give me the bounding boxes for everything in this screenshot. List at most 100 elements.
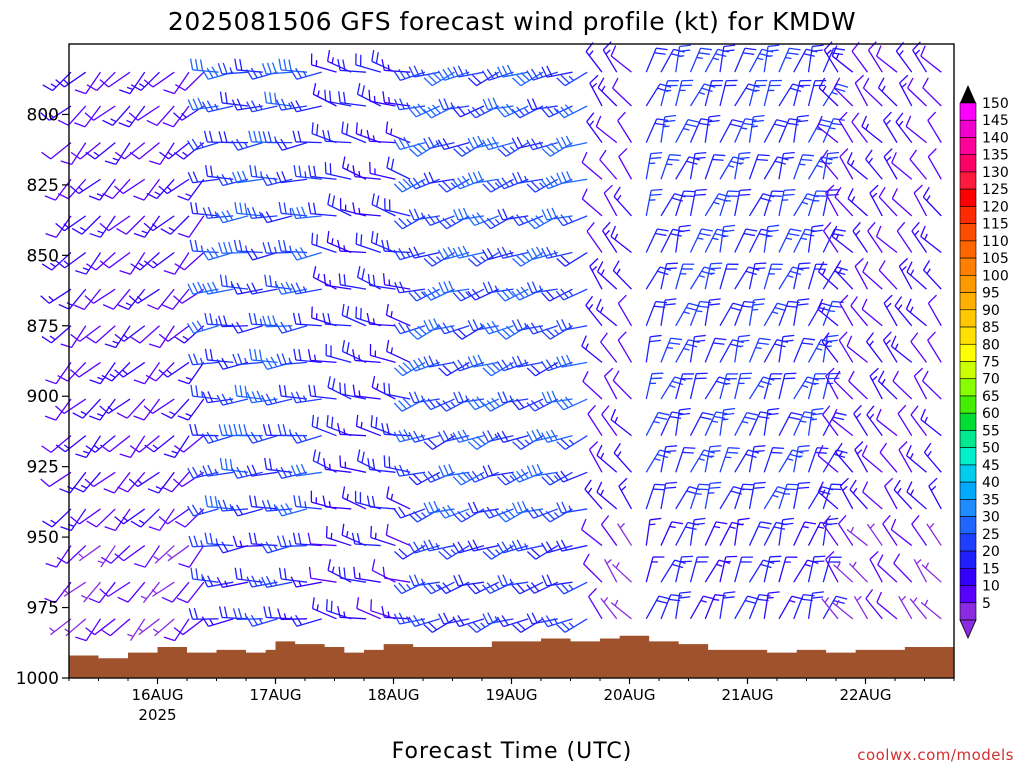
barb-full <box>423 624 433 633</box>
barb-half <box>273 246 277 254</box>
colorbar-swatch <box>959 326 977 345</box>
barb-full <box>545 105 554 116</box>
barb-full <box>427 74 437 84</box>
barb-full <box>149 160 161 166</box>
wind-barb <box>366 129 396 144</box>
barb-half <box>836 562 841 569</box>
barb-full <box>114 333 125 342</box>
wind-barb <box>369 344 396 364</box>
barb-full <box>187 323 195 334</box>
wind-barb <box>719 555 738 583</box>
barb-half <box>138 519 145 525</box>
barb-full <box>467 472 476 483</box>
wind-barb <box>877 77 898 107</box>
barb-half <box>67 485 74 490</box>
wind-barb <box>246 282 278 295</box>
wind-barb <box>149 142 175 166</box>
wind-barb <box>822 515 839 546</box>
barb-full <box>241 170 248 182</box>
barb-half <box>568 584 574 590</box>
wind-barb <box>481 68 514 81</box>
barb-full <box>742 305 754 308</box>
barb-half <box>214 468 219 475</box>
barb-half <box>826 49 832 55</box>
barb-full <box>754 481 766 485</box>
barb-staff <box>861 308 883 327</box>
barb-full <box>693 339 706 343</box>
barb-half <box>926 195 931 201</box>
barb-half <box>828 310 836 313</box>
barb-full <box>251 575 258 587</box>
barb-full <box>899 74 909 84</box>
wind-barb <box>793 154 814 180</box>
barb-staff <box>50 142 72 160</box>
barb-staff <box>600 341 618 363</box>
barb-half <box>182 151 188 157</box>
barb-full <box>163 270 175 275</box>
barb-half <box>258 579 263 586</box>
barb-half <box>886 302 892 309</box>
barb-half <box>553 329 560 335</box>
barb-full <box>352 384 356 397</box>
barb-full <box>128 295 139 304</box>
barb-full <box>452 616 460 627</box>
wind-barb <box>496 615 529 628</box>
barb-full <box>442 68 450 80</box>
barb-full <box>246 391 253 403</box>
barb-full <box>41 445 52 453</box>
barb-full <box>243 424 248 436</box>
wind-barb <box>601 405 618 437</box>
barb-full <box>826 522 838 526</box>
wind-barb <box>511 581 544 595</box>
barb-full <box>103 488 115 494</box>
barb-staff <box>617 303 633 327</box>
barb-full <box>197 97 204 109</box>
barb-full <box>545 615 554 626</box>
wind-barb <box>719 591 736 619</box>
barb-half <box>313 354 317 361</box>
barb-full <box>898 441 908 451</box>
wind-barb <box>437 246 470 261</box>
wind-barb <box>645 556 665 583</box>
barb-full <box>281 171 287 183</box>
wind-barb <box>839 294 854 327</box>
wind-barb <box>852 221 869 253</box>
barb-full <box>346 305 350 318</box>
wind-barb <box>869 550 883 583</box>
barb-full <box>452 292 462 302</box>
barb-half <box>509 362 514 368</box>
barb-full <box>550 175 559 186</box>
wind-barb <box>541 429 573 444</box>
wind-barb <box>834 260 854 290</box>
barb-staff <box>50 618 72 636</box>
barb-full <box>271 62 277 74</box>
barb-half <box>871 192 878 198</box>
barb-full <box>55 405 65 414</box>
barb-full <box>412 289 422 300</box>
barb-full <box>283 568 287 580</box>
barb-half <box>821 489 826 496</box>
barb-full <box>423 320 430 331</box>
barb-full <box>73 304 85 311</box>
wind-barb <box>264 457 293 473</box>
barb-full <box>869 367 879 377</box>
wind-barb <box>763 591 780 619</box>
wind-barb <box>541 574 573 587</box>
barb-full <box>250 431 258 443</box>
barb-full <box>714 594 727 597</box>
barb-full <box>187 283 194 295</box>
barb-full <box>526 584 535 594</box>
wind-barb <box>217 62 249 75</box>
barb-full <box>269 458 273 470</box>
barb-full <box>325 599 328 611</box>
barb-full <box>143 79 154 88</box>
barb-full <box>291 207 297 219</box>
barb-half <box>450 102 455 109</box>
wind-barb <box>437 67 470 81</box>
barb-full <box>698 52 711 55</box>
barb-full <box>531 247 539 259</box>
barb-full <box>290 392 297 404</box>
barb-half <box>801 201 809 205</box>
barb-full <box>258 349 263 362</box>
wind-barb <box>704 521 728 546</box>
